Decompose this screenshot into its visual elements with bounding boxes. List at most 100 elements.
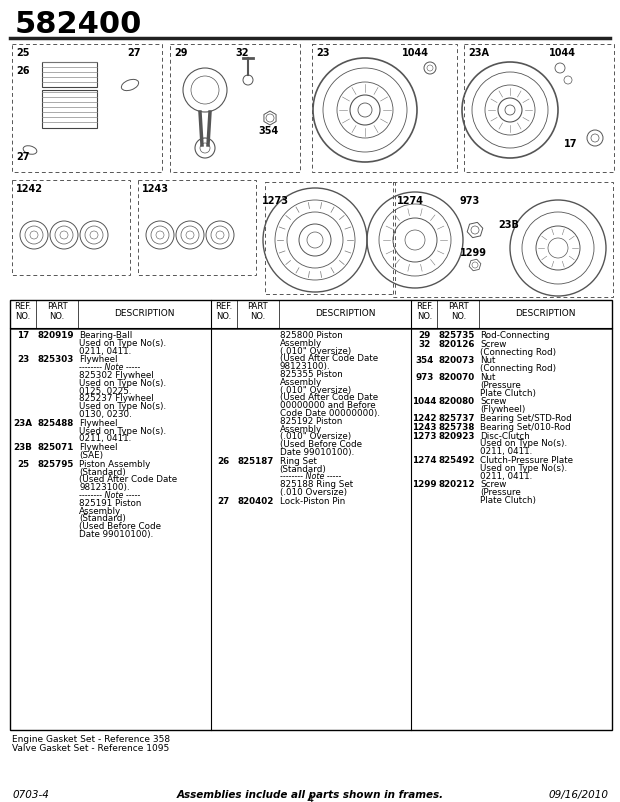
Bar	[138, 180, 256, 275]
Text: Assembly: Assembly	[280, 424, 322, 434]
Text: 1243: 1243	[412, 423, 436, 431]
Text: 1299: 1299	[412, 480, 436, 489]
Text: 98123100).: 98123100).	[280, 363, 330, 371]
Text: -------- Note -----: -------- Note -----	[79, 363, 140, 372]
Text: 0125, 0225.: 0125, 0225.	[79, 387, 131, 395]
Text: 820070: 820070	[438, 373, 474, 382]
Text: Used on Type No(s).: Used on Type No(s).	[79, 402, 166, 411]
Text: 973: 973	[415, 373, 433, 382]
Text: Used on Type No(s).: Used on Type No(s).	[480, 464, 567, 473]
Text: 0211, 0411.: 0211, 0411.	[79, 346, 131, 355]
Text: Assemblies include all parts shown in frames.: Assemblies include all parts shown in fr…	[177, 790, 443, 800]
Text: Valve Gasket Set - Reference 1095: Valve Gasket Set - Reference 1095	[12, 744, 169, 753]
Text: 820402: 820402	[237, 496, 274, 506]
Text: 23B: 23B	[498, 220, 519, 230]
Text: (Standard): (Standard)	[79, 468, 126, 476]
Bar	[170, 44, 300, 172]
Text: Date 99010100).: Date 99010100).	[79, 530, 153, 539]
Text: (.010" Oversize): (.010" Oversize)	[280, 386, 351, 395]
Text: Ring Set: Ring Set	[280, 457, 317, 466]
Text: Screw: Screw	[480, 480, 507, 489]
Text: 1044: 1044	[402, 48, 429, 58]
Text: 820080: 820080	[438, 398, 474, 407]
Bar	[464, 44, 614, 172]
Text: Piston Assembly: Piston Assembly	[79, 460, 150, 469]
Text: Nut: Nut	[480, 373, 496, 382]
Text: 09/16/2010: 09/16/2010	[548, 790, 608, 800]
Text: Rod-Connecting: Rod-Connecting	[480, 331, 550, 340]
Text: 23: 23	[17, 355, 29, 364]
Text: 820212: 820212	[438, 480, 475, 489]
Text: 00000000 and Before: 00000000 and Before	[280, 401, 375, 410]
Text: Date 99010100).: Date 99010100).	[280, 448, 354, 457]
Text: 354: 354	[415, 356, 433, 366]
Text: 825488: 825488	[37, 419, 73, 427]
Text: (.010" Oversize): (.010" Oversize)	[280, 346, 351, 355]
Text: 27: 27	[127, 48, 141, 58]
Text: (Standard): (Standard)	[280, 464, 327, 474]
Text: 825735: 825735	[438, 331, 475, 340]
Text: 23A: 23A	[14, 419, 32, 427]
Text: 825302 Flywheel: 825302 Flywheel	[79, 371, 154, 380]
Text: Screw: Screw	[480, 398, 507, 407]
Text: 17: 17	[17, 331, 29, 340]
Text: 820073: 820073	[438, 356, 475, 366]
Text: 1044: 1044	[549, 48, 576, 58]
Text: (Connecting Rod): (Connecting Rod)	[480, 347, 557, 357]
Text: (Used After Code Date: (Used After Code Date	[280, 354, 378, 363]
Text: 1273: 1273	[412, 431, 436, 440]
Bar	[393, 182, 613, 297]
Text: REF.
NO.: REF. NO.	[215, 302, 232, 322]
Text: DESCRIPTION: DESCRIPTION	[114, 309, 175, 318]
Text: 4: 4	[306, 795, 314, 802]
Text: (Used After Code Date: (Used After Code Date	[280, 394, 378, 403]
Text: Assembly: Assembly	[280, 338, 322, 348]
Text: 1274: 1274	[397, 196, 424, 206]
Text: 0211, 0411.: 0211, 0411.	[480, 448, 533, 456]
Text: 17: 17	[564, 139, 577, 149]
Text: 820126: 820126	[438, 340, 475, 349]
Text: 820919: 820919	[37, 331, 74, 340]
Text: 27: 27	[218, 496, 230, 506]
Bar	[12, 44, 162, 172]
Text: DESCRIPTION: DESCRIPTION	[315, 309, 375, 318]
Text: -------- Note -----: -------- Note -----	[280, 472, 341, 481]
Text: Screw: Screw	[480, 340, 507, 349]
Bar	[312, 44, 457, 172]
Text: 32: 32	[235, 48, 249, 58]
Text: (Used Before Code: (Used Before Code	[280, 440, 361, 449]
Text: 27: 27	[16, 152, 30, 162]
Text: DESCRIPTION: DESCRIPTION	[515, 309, 576, 318]
Text: 29: 29	[418, 331, 430, 340]
Text: (Used Before Code: (Used Before Code	[79, 522, 161, 531]
Text: 1273: 1273	[262, 196, 289, 206]
Text: (Connecting Rod): (Connecting Rod)	[480, 364, 557, 373]
Text: 582400: 582400	[15, 10, 143, 39]
Text: 825303: 825303	[37, 355, 73, 364]
Text: -------- Note -----: -------- Note -----	[79, 491, 140, 500]
Text: Used on Type No(s).: Used on Type No(s).	[79, 427, 166, 435]
Text: Used on Type No(s).: Used on Type No(s).	[79, 379, 166, 388]
Text: 25: 25	[16, 48, 30, 58]
Text: 23A: 23A	[468, 48, 489, 58]
Text: REF.
NO.: REF. NO.	[14, 302, 32, 322]
Bar	[42, 90, 97, 128]
Text: 825192 Piston: 825192 Piston	[280, 417, 342, 426]
Text: REF.
NO.: REF. NO.	[415, 302, 433, 322]
Text: 820923: 820923	[438, 431, 475, 440]
Text: Lock-Piston Pin: Lock-Piston Pin	[280, 496, 345, 506]
Bar	[265, 182, 395, 294]
Text: Assembly: Assembly	[280, 378, 322, 387]
Text: 825737: 825737	[438, 414, 475, 423]
Text: Used on Type No(s).: Used on Type No(s).	[480, 439, 567, 448]
Text: 825191 Piston: 825191 Piston	[79, 499, 141, 508]
Text: 825188 Ring Set: 825188 Ring Set	[280, 480, 353, 489]
Bar	[10, 300, 612, 730]
Bar	[42, 62, 97, 87]
Text: 354: 354	[258, 126, 278, 136]
Text: 26: 26	[218, 457, 230, 466]
Text: 973: 973	[460, 196, 481, 206]
Text: PART
NO.: PART NO.	[247, 302, 268, 322]
Text: 26: 26	[16, 66, 30, 76]
Text: (Flywheel): (Flywheel)	[480, 405, 526, 414]
